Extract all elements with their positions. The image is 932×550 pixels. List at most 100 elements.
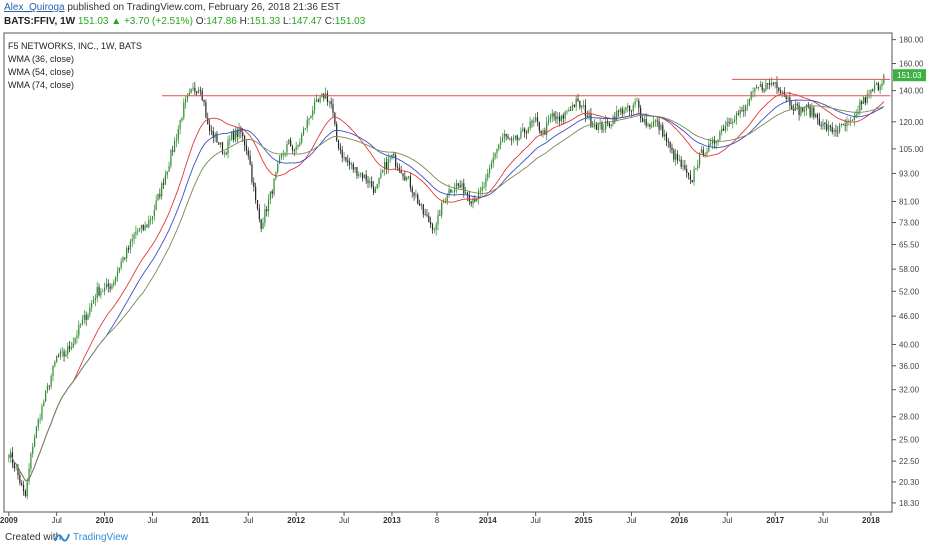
candle-body xyxy=(507,136,509,139)
candle-body xyxy=(361,173,364,179)
candle-body xyxy=(479,190,481,192)
candle-body xyxy=(700,149,703,154)
candle-body xyxy=(428,215,430,223)
x-tick-label: 2018 xyxy=(862,516,880,525)
candle-body xyxy=(238,128,240,137)
candle-body xyxy=(330,101,332,105)
candle-body xyxy=(308,118,310,120)
candle-body xyxy=(710,143,712,145)
candle-body xyxy=(37,419,39,427)
candle-body xyxy=(726,122,728,127)
last-price: 151.03 xyxy=(77,16,109,27)
candle-body xyxy=(85,314,87,321)
candle-body xyxy=(153,210,155,217)
candle-body xyxy=(842,124,844,126)
candle-body xyxy=(284,152,286,155)
candle-body xyxy=(512,138,515,140)
plot-area[interactable] xyxy=(3,32,893,513)
wma-74-line xyxy=(8,105,885,482)
candle-body xyxy=(406,176,408,181)
candle-body xyxy=(603,128,605,130)
candle-body xyxy=(63,351,65,357)
candle-body xyxy=(536,117,539,122)
price-chart[interactable]: 180.00 160.00 140.00 120.00 105.00 93.00 81.00… xyxy=(0,0,932,527)
candle-body xyxy=(135,231,137,235)
candle-body xyxy=(763,89,765,91)
author-link[interactable]: Alex_Quiroga xyxy=(4,2,65,13)
candle-body xyxy=(120,261,122,268)
tradingview-brand[interactable]: TradingView xyxy=(73,532,129,543)
candle-body xyxy=(610,124,612,127)
candle-body xyxy=(617,110,620,112)
candle-body xyxy=(721,128,723,133)
candle-body xyxy=(770,82,773,85)
candle-body xyxy=(173,140,176,152)
candle-body xyxy=(774,82,776,84)
legend-title: F5 NETWORKS, INC., 1W, BATS xyxy=(8,41,142,51)
candle-body xyxy=(13,463,15,469)
candle-body xyxy=(490,163,493,169)
high-value: 151.33 xyxy=(249,16,281,27)
legend-wma-54[interactable]: WMA (54, close) xyxy=(8,67,75,77)
candle-body xyxy=(103,287,106,292)
candle-body xyxy=(61,351,63,353)
candle-body xyxy=(466,192,469,196)
candle-body xyxy=(396,166,399,168)
candle-body xyxy=(312,110,314,116)
candle-body xyxy=(840,124,843,125)
candle-body xyxy=(360,173,362,175)
legend-wma-36[interactable]: WMA (36, close) xyxy=(8,54,75,64)
candle-body xyxy=(236,130,238,137)
candle-body xyxy=(52,365,54,377)
candle-body xyxy=(732,121,734,124)
candle-body xyxy=(210,130,213,132)
candle-body xyxy=(667,141,669,143)
candle-body xyxy=(735,113,738,120)
low-label: L: xyxy=(283,16,292,27)
candle-body xyxy=(175,139,178,141)
candle-body xyxy=(636,100,638,102)
candle-body xyxy=(581,105,583,108)
candle-body xyxy=(183,102,185,118)
candle-body xyxy=(577,98,579,102)
candle-body xyxy=(877,83,879,90)
candle-body xyxy=(757,86,760,89)
candle-body xyxy=(800,107,802,115)
candle-body xyxy=(87,314,89,321)
candle-body xyxy=(547,119,550,123)
candle-body xyxy=(453,188,456,192)
candle-body xyxy=(161,183,163,197)
candle-body xyxy=(17,467,19,476)
candle-body xyxy=(343,157,345,158)
candle-body xyxy=(260,219,262,229)
candle-body xyxy=(549,117,551,120)
candle-body xyxy=(837,131,839,133)
candle-body xyxy=(665,133,668,142)
candle-body xyxy=(105,283,108,288)
candle-body xyxy=(798,105,800,115)
publish-line: Alex_Quiroga published on TradingView.co… xyxy=(4,2,340,13)
y-tick-label: 81.00 xyxy=(899,197,920,206)
candle-body xyxy=(487,173,489,179)
candle-body xyxy=(83,314,85,320)
candle-body xyxy=(267,199,270,212)
candle-body xyxy=(724,126,726,131)
candle-body xyxy=(313,101,316,111)
candle-body xyxy=(186,95,189,100)
candle-body xyxy=(546,122,548,135)
legend-wma-74[interactable]: WMA (74, close) xyxy=(8,80,75,90)
candle-body xyxy=(170,150,172,167)
candle-body xyxy=(138,228,141,231)
candle-body xyxy=(155,200,157,211)
candle-body xyxy=(875,83,878,85)
candle-body xyxy=(634,101,636,105)
candle-body xyxy=(518,137,520,140)
candle-body xyxy=(339,148,341,151)
candle-body xyxy=(737,113,739,115)
candle-body xyxy=(632,104,634,112)
candle-body xyxy=(212,131,214,138)
candle-body xyxy=(150,219,152,221)
candle-body xyxy=(540,130,542,134)
chart-header: Alex_Quiroga published on TradingView.co… xyxy=(0,0,932,30)
candle-body xyxy=(829,125,831,128)
